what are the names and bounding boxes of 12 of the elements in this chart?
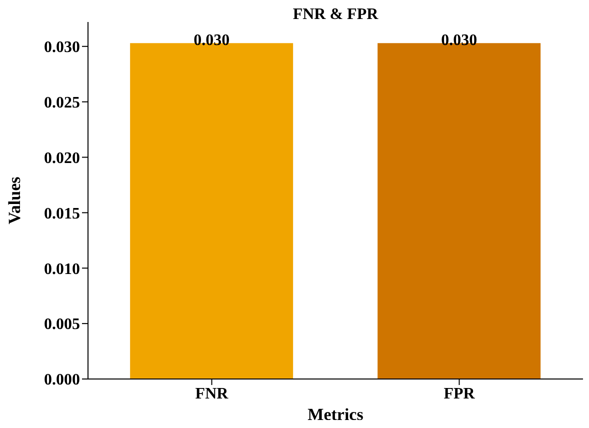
x-tick-label: FNR — [195, 385, 229, 402]
y-tick-label: 0.030 — [44, 39, 80, 56]
y-tick-label: 0.020 — [44, 150, 80, 167]
x-axis-title: Metrics — [308, 405, 364, 424]
y-tick-label: 0.005 — [44, 316, 80, 334]
y-tick-label: 0.010 — [44, 260, 80, 278]
y-axis-title: Values — [5, 176, 24, 224]
x-tick-label: FPR — [444, 385, 476, 402]
y-tick-label: 0.025 — [44, 94, 80, 112]
y-tick-label: 0.000 — [44, 372, 80, 389]
y-tick-label: 0.015 — [44, 205, 80, 222]
chart-title: FNR & FPR — [292, 6, 380, 24]
